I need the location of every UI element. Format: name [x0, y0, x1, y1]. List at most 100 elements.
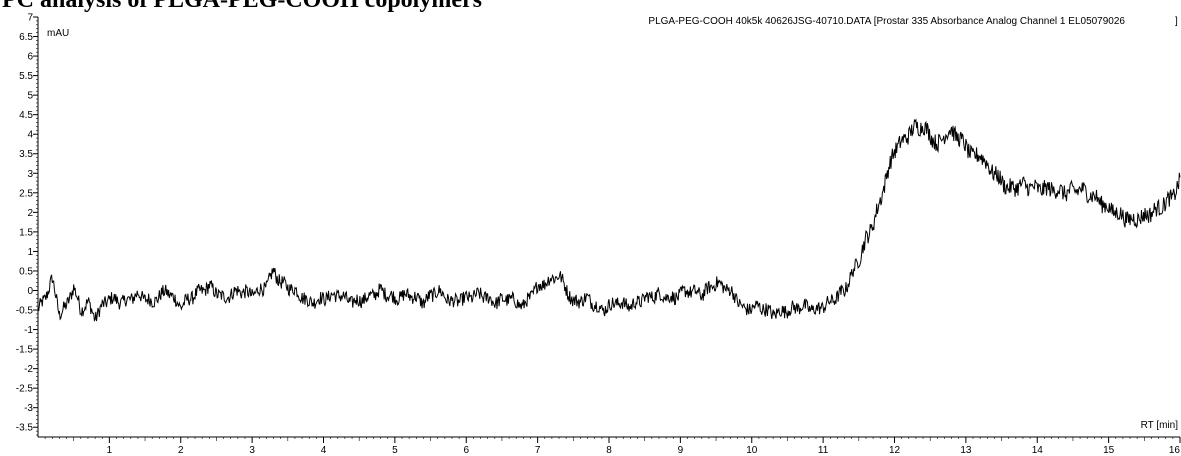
y-tick-label: 1.5 — [19, 227, 33, 238]
data-point — [323, 298, 325, 300]
data-point — [558, 274, 560, 276]
data-point — [480, 294, 482, 296]
y-tick-label: 7 — [27, 13, 33, 24]
data-point — [1115, 212, 1117, 214]
data-point — [101, 305, 103, 307]
data-point — [758, 305, 760, 307]
axes — [37, 17, 1180, 438]
page-title-clip: PC analysis of PLGA-PEG-COOH copolymers — [0, 0, 1181, 14]
y-axis-label: mAU — [47, 28, 69, 39]
data-point — [87, 301, 89, 303]
data-point — [180, 305, 182, 307]
data-point — [366, 298, 368, 300]
y-tick-label: -2 — [24, 364, 33, 375]
x-tick-label: 15 — [1103, 445, 1115, 456]
y-tick-label: 2 — [27, 208, 33, 219]
x-axis-label: RT [min] — [1141, 420, 1179, 431]
x-tick-label: 7 — [535, 445, 541, 456]
data-point — [801, 305, 803, 307]
data-point — [772, 313, 774, 315]
data-point — [294, 290, 296, 292]
tick-labels: 1 2 3 4 5 6 7 8 9 10 11 12 13 14 15 1676.565.554.543.53… — [16, 13, 1181, 456]
data-point — [166, 290, 168, 292]
x-tick-label: 8 — [606, 445, 612, 456]
y-tick-label: 0.5 — [19, 266, 33, 277]
data-point — [1022, 184, 1024, 186]
y-tick-label: 4 — [27, 130, 33, 141]
data-point — [915, 126, 917, 128]
data-point — [844, 290, 846, 292]
data-point — [986, 165, 988, 167]
data-point — [630, 305, 632, 307]
x-tick-label: 12 — [889, 445, 901, 456]
data-point — [109, 298, 111, 300]
data-point — [865, 239, 867, 241]
x-tick-label: 16 — [1169, 445, 1181, 456]
data-point — [223, 298, 225, 300]
data-point — [894, 149, 896, 151]
data-point — [1172, 196, 1174, 198]
data-point — [394, 298, 396, 300]
data-point — [687, 290, 689, 292]
data-point — [66, 305, 68, 307]
data-point — [994, 172, 996, 174]
data-point — [965, 145, 967, 147]
data-point — [1094, 196, 1096, 198]
plot-title-close: ] — [1175, 16, 1178, 27]
data-point — [1079, 188, 1081, 190]
data-point — [1036, 188, 1038, 190]
y-tick-label: 1 — [27, 247, 33, 258]
data-point — [151, 301, 153, 303]
data-point — [951, 130, 953, 132]
data-point — [251, 294, 253, 296]
x-tick-label: 1 — [107, 445, 113, 456]
data-point — [937, 145, 939, 147]
y-tick-label: 0 — [27, 286, 33, 297]
data-point — [351, 301, 353, 303]
y-tick-label: 5 — [27, 91, 33, 102]
y-tick-label: -0.5 — [16, 306, 34, 317]
data-point — [815, 309, 817, 311]
data-point — [537, 286, 539, 288]
y-tick-label: 4.5 — [19, 110, 33, 121]
data-point — [308, 301, 310, 303]
data-point — [929, 133, 931, 135]
data-point — [587, 298, 589, 300]
data-point — [908, 133, 910, 135]
data-point — [887, 172, 889, 174]
data-point — [701, 294, 703, 296]
chromatogram-trace — [37, 118, 1181, 322]
data-point — [601, 309, 603, 311]
y-tick-label: -2.5 — [16, 384, 34, 395]
data-point — [658, 294, 660, 296]
data-point — [94, 317, 96, 319]
x-tick-label: 2 — [178, 445, 184, 456]
data-point — [137, 294, 139, 296]
y-tick-label: 6.5 — [19, 32, 33, 43]
data-point — [644, 298, 646, 300]
x-tick-label: 14 — [1032, 445, 1044, 456]
data-point — [508, 298, 510, 300]
data-point — [280, 282, 282, 284]
x-tick-label: 5 — [392, 445, 398, 456]
data-point — [1051, 188, 1053, 190]
y-tick-label: -3.5 — [16, 423, 34, 434]
x-tick-label: 3 — [249, 445, 255, 456]
data-point — [465, 298, 467, 300]
plot-title: PLGA-PEG-COOH 40k5k 40626JSG-40710.DATA … — [648, 16, 1125, 27]
data-point — [1129, 219, 1131, 221]
data-point — [380, 290, 382, 292]
x-tick-label: 9 — [678, 445, 684, 456]
data-point — [273, 270, 275, 272]
data-point — [1158, 208, 1160, 210]
data-point — [829, 301, 831, 303]
y-tick-label: 3.5 — [19, 149, 33, 160]
x-tick-label: 6 — [463, 445, 469, 456]
data-point — [266, 286, 268, 288]
data-point — [715, 282, 717, 284]
data-point — [922, 126, 924, 128]
data-point — [73, 286, 75, 288]
y-tick-label: 2.5 — [19, 188, 33, 199]
